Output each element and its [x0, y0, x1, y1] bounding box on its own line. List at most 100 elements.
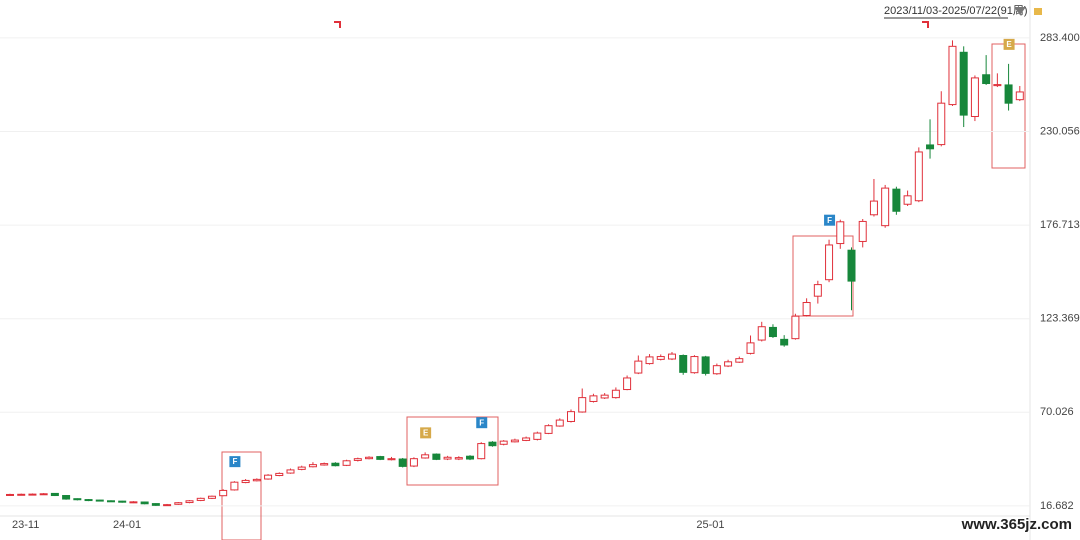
candle-body — [264, 474, 273, 480]
y-tick-label: 123.369 — [1040, 313, 1080, 325]
candle-body — [757, 326, 766, 341]
candle-body — [623, 377, 632, 391]
candle-body — [589, 395, 598, 402]
marker-badge — [229, 456, 241, 468]
candle-body — [679, 354, 688, 373]
candle-body — [914, 151, 923, 202]
candle-body — [937, 102, 946, 146]
candle-body — [701, 356, 710, 374]
candle-body — [230, 481, 239, 491]
candle-body — [825, 244, 834, 281]
candle-body — [959, 51, 968, 116]
candle-body — [499, 440, 508, 445]
candle-body — [106, 500, 115, 503]
candle-body — [331, 462, 340, 467]
candle-body — [432, 453, 441, 460]
candle-body — [454, 457, 463, 460]
candle-body — [813, 284, 822, 297]
candle-body — [62, 495, 71, 500]
candle-body — [768, 326, 777, 338]
candle-body — [409, 458, 418, 467]
corner-mark — [922, 21, 929, 28]
candle-body — [926, 144, 935, 150]
corner-mark — [334, 21, 341, 28]
candle-body — [847, 249, 856, 282]
candle-body — [196, 497, 205, 501]
marker-label: F — [479, 418, 484, 427]
x-tick-label: 23-11 — [12, 519, 39, 531]
candle-body — [667, 353, 676, 360]
candle-body — [982, 74, 991, 85]
candle-body — [84, 499, 93, 502]
candle-body — [836, 221, 845, 245]
candle-body — [970, 77, 979, 118]
candle-body — [151, 503, 160, 506]
candle-body — [129, 501, 138, 504]
marker-badge — [476, 417, 488, 429]
candle-body — [858, 220, 867, 242]
candle-body — [398, 458, 407, 467]
candle-body — [892, 188, 901, 212]
candle-body — [466, 455, 475, 460]
y-tick-label: 176.713 — [1040, 219, 1080, 231]
candle-body — [252, 478, 261, 482]
candle-body — [746, 342, 755, 354]
candle-body — [297, 466, 306, 470]
candle-body — [600, 394, 609, 399]
candle-body — [555, 419, 564, 427]
candle-body — [28, 493, 37, 496]
x-tick-label: 24-01 — [113, 519, 141, 531]
marker-badge — [1003, 38, 1015, 50]
candle-body — [881, 187, 890, 227]
candle-body — [533, 432, 542, 440]
candle-body — [510, 439, 519, 443]
candle-body — [1004, 84, 1013, 104]
candle-body — [174, 502, 183, 505]
candle-body — [645, 356, 654, 365]
y-tick-label: 230.056 — [1040, 125, 1080, 137]
range-label[interactable]: 2023/11/03-2025/07/22(91周) — [884, 4, 1028, 17]
candle-body — [207, 495, 216, 499]
candle-body — [185, 500, 194, 504]
candle-body — [780, 338, 789, 346]
candle-body — [163, 504, 172, 507]
candle-body — [286, 469, 295, 474]
candle-body — [948, 45, 957, 106]
candle-body — [342, 460, 351, 466]
candle-body — [488, 441, 497, 447]
candle-body — [443, 456, 452, 460]
candle-body — [567, 411, 575, 422]
marker-badge — [420, 427, 432, 439]
marker-label: E — [423, 428, 429, 437]
candle-body — [522, 437, 531, 441]
marker-label: F — [232, 457, 237, 466]
candle-body — [993, 84, 1002, 87]
candle-body — [73, 498, 82, 501]
candle-body — [308, 464, 317, 468]
x-tick-label: 25-01 — [696, 519, 724, 531]
candle-body — [544, 425, 553, 434]
candle-body — [477, 443, 486, 460]
lock-icon[interactable] — [1034, 8, 1042, 15]
y-tick-label: 16.682 — [1040, 500, 1074, 512]
candle-body — [219, 489, 228, 497]
highlight-box — [406, 416, 499, 486]
y-tick-label: 70.026 — [1040, 406, 1074, 418]
candle-body — [39, 493, 48, 496]
candle-body — [421, 454, 430, 459]
dropdown-arrow[interactable] — [1014, 7, 1026, 15]
candle-body — [724, 361, 733, 367]
candle-body — [140, 501, 149, 505]
candle-body — [353, 458, 362, 461]
candle-body — [95, 499, 104, 502]
marker-label: E — [1006, 40, 1012, 49]
candle-body — [802, 302, 811, 316]
candle-body — [869, 200, 878, 216]
candle-body — [578, 397, 587, 413]
candle-body — [656, 356, 665, 360]
y-tick-label: 283.400 — [1040, 32, 1080, 44]
candle-body — [735, 358, 744, 363]
candle-body — [365, 456, 374, 460]
candle-body — [690, 356, 699, 374]
